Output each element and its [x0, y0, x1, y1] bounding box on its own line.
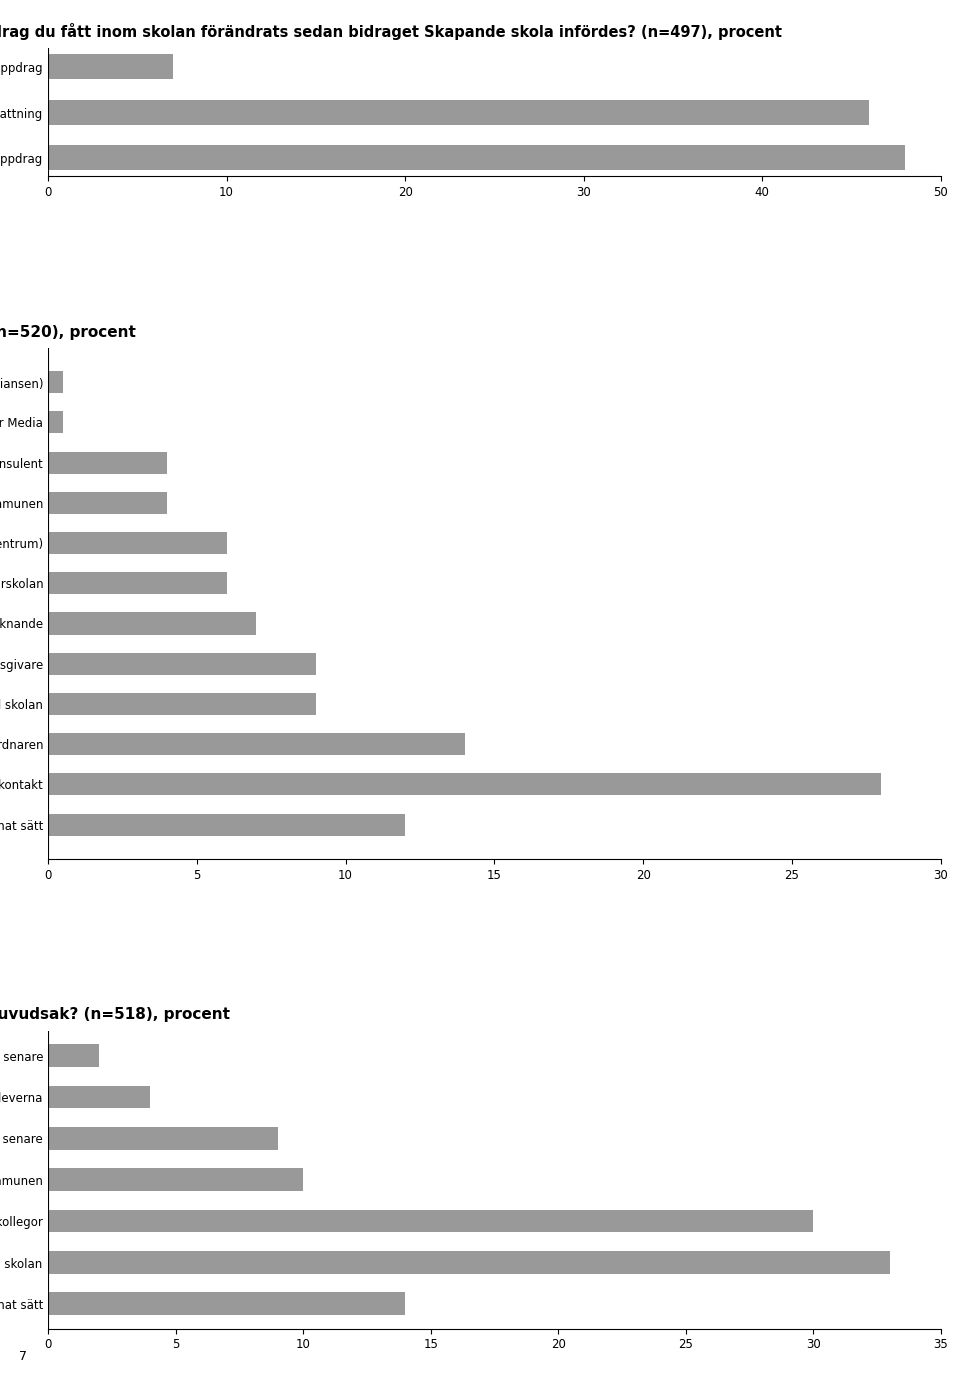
Bar [48, 54, 173, 79]
Text: 15. Hur fick du kontakt med skolan/skolhuvudmannen? (n=520), procent: 15. Hur fick du kontakt med skolan/skolh… [0, 325, 136, 340]
Bar [48, 1127, 277, 1150]
Bar [48, 1293, 405, 1315]
Bar [48, 1251, 890, 1273]
Bar [48, 774, 881, 796]
Bar [48, 371, 62, 393]
Bar [48, 693, 316, 716]
Bar [48, 572, 227, 594]
Bar [48, 531, 227, 554]
Bar [48, 145, 905, 170]
Bar [48, 734, 465, 756]
Bar [48, 451, 167, 473]
Text: 7: 7 [19, 1351, 27, 1363]
Bar [48, 1210, 813, 1232]
Bar [48, 814, 405, 836]
Bar [48, 613, 256, 634]
Bar [48, 1085, 150, 1109]
Text: 14. Har antalet kulturuppdrag du fått inom skolan förändrats sedan bidraget Skap: 14. Har antalet kulturuppdrag du fått in… [0, 24, 782, 40]
Bar [48, 1168, 303, 1192]
Bar [48, 1044, 99, 1067]
Bar [48, 411, 62, 433]
Bar [48, 100, 870, 125]
Text: 16. Hur planerades upplägget i projektet i huvudsak? (n=518), procent: 16. Hur planerades upplägget i projektet… [0, 1008, 230, 1023]
Bar [48, 491, 167, 513]
Bar [48, 653, 316, 675]
